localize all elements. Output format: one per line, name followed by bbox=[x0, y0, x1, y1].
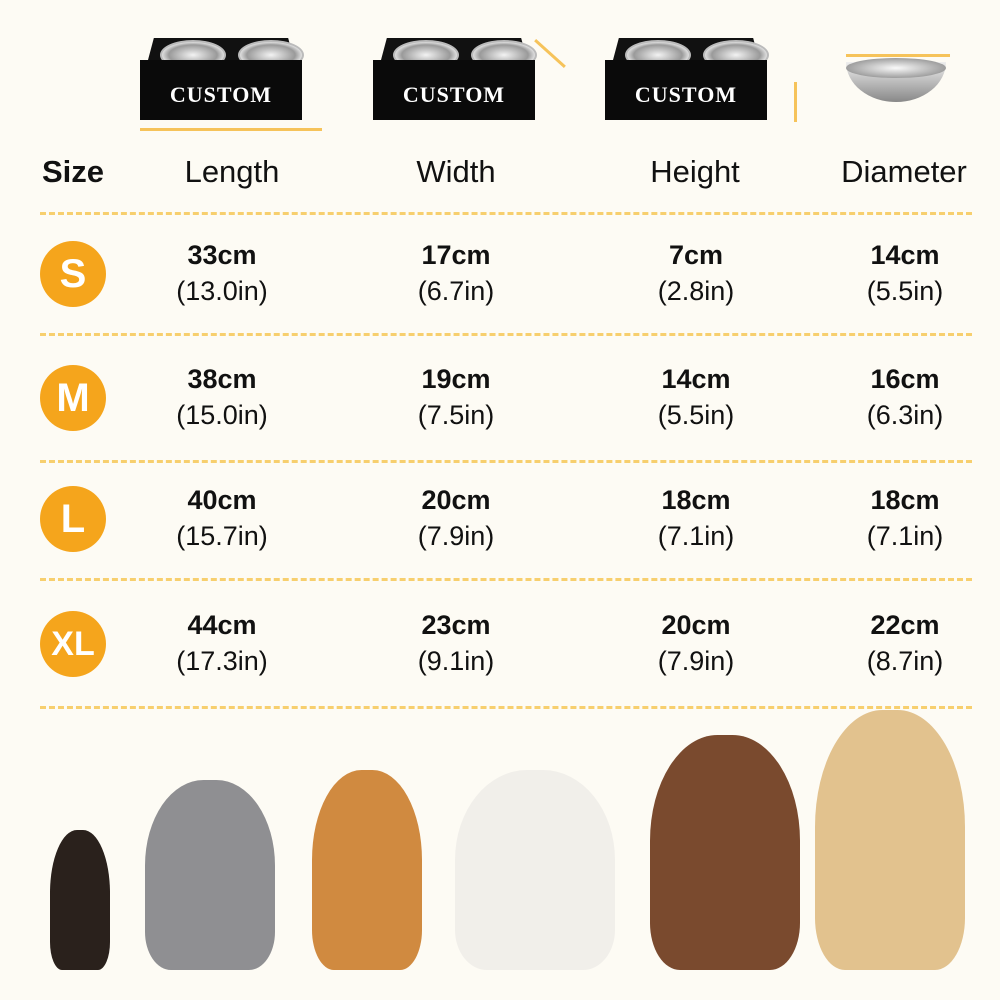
cm-value: 23cm bbox=[421, 610, 491, 640]
engraving-text: CUSTOM bbox=[634, 82, 738, 107]
length-header: Length bbox=[184, 154, 280, 189]
table-cell: 16cm (6.3in) bbox=[805, 361, 1000, 433]
cm-value: 19cm bbox=[421, 364, 491, 394]
cm-value: 20cm bbox=[421, 485, 491, 515]
table-cell: 33cm (13.0in) bbox=[122, 237, 322, 309]
cm-value: 20cm bbox=[661, 610, 731, 640]
table-cell: 40cm (15.7in) bbox=[122, 482, 322, 554]
table-cell: 22cm (8.7in) bbox=[805, 607, 1000, 679]
stand-image-width: CUSTOM bbox=[373, 38, 537, 120]
bowl-rim bbox=[846, 58, 946, 78]
engraving-text: CUSTOM bbox=[402, 82, 506, 107]
cm-value: 18cm bbox=[870, 485, 940, 515]
table-cell: 18cm (7.1in) bbox=[596, 482, 796, 554]
inch-value: (5.5in) bbox=[866, 276, 944, 306]
animal-photo-chihuahua bbox=[50, 830, 110, 970]
table-cell: 14cm (5.5in) bbox=[805, 237, 1000, 309]
width-arrow-icon bbox=[534, 39, 566, 68]
animal-photo-white-dog bbox=[455, 770, 615, 970]
table-cell: 19cm (7.5in) bbox=[356, 361, 556, 433]
table-cell: 7cm (2.8in) bbox=[596, 237, 796, 309]
table-cell: 20cm (7.9in) bbox=[356, 482, 556, 554]
cm-value: 14cm bbox=[661, 364, 731, 394]
diameter-arrow-icon bbox=[846, 54, 950, 57]
divider bbox=[40, 706, 972, 709]
cm-value: 14cm bbox=[870, 240, 940, 270]
cm-value: 17cm bbox=[421, 240, 491, 270]
animal-photo-golden-retriever bbox=[815, 710, 965, 970]
width-header: Width bbox=[416, 154, 496, 189]
animal-photo-pit-bull bbox=[650, 735, 800, 970]
inch-value: (15.7in) bbox=[176, 521, 268, 551]
inch-value: (6.3in) bbox=[866, 400, 944, 430]
table-cell: 44cm (17.3in) bbox=[122, 607, 322, 679]
cm-value: 40cm bbox=[187, 485, 257, 515]
animal-photo-grey-cat bbox=[145, 780, 275, 970]
cm-value: 7cm bbox=[668, 240, 724, 270]
table-cell: 18cm (7.1in) bbox=[805, 482, 1000, 554]
inch-value: (7.9in) bbox=[657, 646, 735, 676]
table-cell: 14cm (5.5in) bbox=[596, 361, 796, 433]
animal-photo-orange-cat bbox=[312, 770, 422, 970]
inch-value: (13.0in) bbox=[176, 276, 268, 306]
inch-value: (5.5in) bbox=[657, 400, 735, 430]
size-header: Size bbox=[41, 154, 105, 189]
height-header: Height bbox=[650, 154, 740, 189]
divider bbox=[40, 212, 972, 215]
cm-value: 38cm bbox=[187, 364, 257, 394]
size-badge-m: M bbox=[40, 365, 106, 431]
divider bbox=[40, 333, 972, 336]
inch-value: (8.7in) bbox=[866, 646, 944, 676]
inch-value: (7.1in) bbox=[657, 521, 735, 551]
divider bbox=[40, 578, 972, 581]
inch-value: (17.3in) bbox=[176, 646, 268, 676]
inch-value: (2.8in) bbox=[657, 276, 735, 306]
engraving-text: CUSTOM bbox=[169, 82, 273, 107]
height-arrow-icon bbox=[794, 82, 797, 122]
stand-image-height: CUSTOM bbox=[605, 38, 769, 120]
cm-value: 44cm bbox=[187, 610, 257, 640]
inch-value: (15.0in) bbox=[176, 400, 268, 430]
inch-value: (9.1in) bbox=[417, 646, 495, 676]
cm-value: 22cm bbox=[870, 610, 940, 640]
divider bbox=[40, 460, 972, 463]
inch-value: (7.5in) bbox=[417, 400, 495, 430]
stand-image-length: CUSTOM bbox=[140, 38, 304, 120]
inch-value: (7.9in) bbox=[417, 521, 495, 551]
table-cell: 17cm (6.7in) bbox=[356, 237, 556, 309]
table-cell: 23cm (9.1in) bbox=[356, 607, 556, 679]
cm-value: 16cm bbox=[870, 364, 940, 394]
length-arrow-icon bbox=[140, 128, 322, 131]
cm-value: 18cm bbox=[661, 485, 731, 515]
inch-value: (6.7in) bbox=[417, 276, 495, 306]
cm-value: 33cm bbox=[187, 240, 257, 270]
table-cell: 20cm (7.9in) bbox=[596, 607, 796, 679]
table-cell: 38cm (15.0in) bbox=[122, 361, 322, 433]
inch-value: (7.1in) bbox=[866, 521, 944, 551]
diameter-header: Diameter bbox=[841, 154, 967, 189]
size-badge-xl: XL bbox=[40, 611, 106, 677]
size-badge-l: L bbox=[40, 486, 106, 552]
size-badge-s: S bbox=[40, 241, 106, 307]
